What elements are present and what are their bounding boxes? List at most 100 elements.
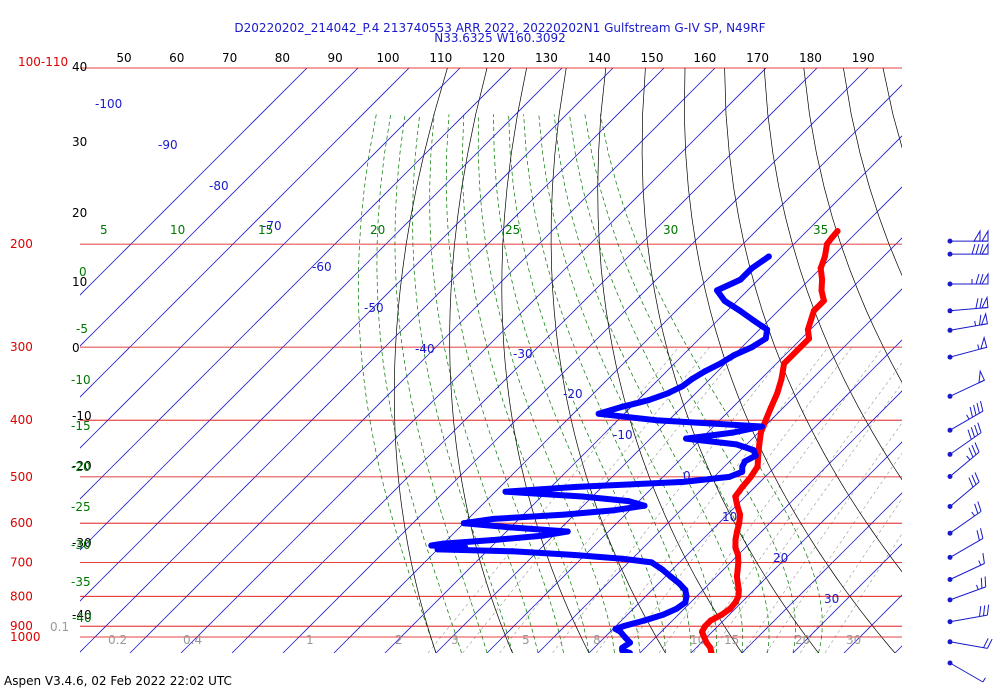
- left-axis-label: -20: [72, 459, 92, 473]
- moist-adiabat-label: -10: [71, 373, 91, 387]
- moist-adiabat-label: 35: [813, 223, 828, 237]
- isotherm-label: 30: [824, 592, 839, 606]
- isotherm-line: [180, 68, 767, 653]
- temperature-point: [734, 566, 741, 573]
- temperature-point: [806, 335, 813, 342]
- dewpoint-point: [765, 253, 772, 260]
- wind-barb-flag: [971, 474, 977, 485]
- moist-adiabat-label: 30: [663, 223, 678, 237]
- dewpoint-point: [641, 502, 648, 509]
- temperature-point: [734, 528, 740, 535]
- isotherm-label: -90: [158, 138, 178, 152]
- wind-barb-staff: [949, 410, 984, 431]
- temperature-point: [817, 265, 824, 272]
- moist-adiabat-label: -5: [76, 322, 88, 336]
- pressure-label: 700: [10, 555, 33, 569]
- wind-barb-half-flag: [966, 414, 970, 420]
- dewpoint-point: [622, 634, 629, 641]
- isotherm-line: [80, 68, 359, 347]
- isotherm-label: -70: [262, 219, 282, 233]
- dewpoint-point: [680, 478, 687, 485]
- isotherm-label: -10: [613, 428, 633, 442]
- moist-adiabat-label: -40: [72, 611, 92, 625]
- pressure-label: 900: [10, 619, 33, 633]
- moist-adiabat-line: [538, 114, 718, 653]
- mixing-ratio-label: 0.1: [50, 620, 69, 634]
- temperature-point: [824, 241, 830, 248]
- wind-barb-half-flag: [971, 511, 976, 517]
- temperature-point: [739, 483, 746, 490]
- dewpoint-point: [737, 307, 743, 314]
- fahrenheit-tick-label: 120: [482, 51, 505, 65]
- moist-adiabat-label: -20: [71, 460, 91, 474]
- dewpoint-point: [721, 297, 728, 304]
- isotherm-line: [333, 84, 902, 653]
- isotherm-line: [588, 339, 902, 653]
- wind-barb-half-flag: [982, 677, 986, 683]
- moist-adiabat-label: -25: [71, 500, 91, 514]
- wind-barb-staff: [949, 510, 982, 534]
- temperature-point: [707, 617, 714, 624]
- wind-barb-flag: [969, 406, 973, 418]
- dewpoint-point: [659, 566, 666, 573]
- wind-barb: [947, 660, 986, 683]
- temperature-point: [718, 611, 725, 618]
- fahrenheit-tick-label: 80: [275, 51, 290, 65]
- wind-barb-flag: [976, 402, 980, 414]
- temperature-point: [747, 473, 754, 480]
- dewpoint-point: [742, 458, 749, 465]
- wind-barb-pennant: [981, 242, 989, 255]
- temperature-point: [701, 634, 708, 641]
- temperature-point: [732, 536, 739, 543]
- pressure-label-text: 100-110: [18, 55, 68, 69]
- wind-barb-flag: [979, 606, 982, 617]
- dewpoint-point: [564, 528, 571, 535]
- fahrenheit-tick-label: 90: [328, 51, 343, 65]
- dry-adiabat-line: [843, 68, 902, 277]
- dewpoint-point: [730, 352, 737, 359]
- dewpoint-point: [625, 498, 632, 505]
- dewpoint-point: [440, 540, 447, 547]
- dewpoint-point: [752, 452, 759, 459]
- temperature-point: [774, 390, 781, 397]
- isotherm-label: -40: [415, 342, 435, 356]
- isotherm-line: [741, 492, 902, 653]
- dewpoint-point: [648, 559, 655, 566]
- wind-barb-half-flag: [974, 320, 977, 326]
- isotherm-line: [639, 390, 902, 653]
- moist-adiabat-line: [376, 114, 462, 653]
- isotherm-line: [537, 288, 902, 653]
- wind-barb-flag: [983, 605, 986, 616]
- dewpoint-point: [762, 335, 769, 342]
- dewpoint-point: [509, 548, 516, 555]
- isotherm-line: [282, 68, 869, 653]
- wind-barb-staff: [949, 614, 988, 623]
- moist-adiabat-label: 20: [370, 223, 385, 237]
- wind-barb: [947, 442, 980, 479]
- pressure-label: 1000: [10, 630, 41, 644]
- dewpoint-point: [737, 276, 744, 283]
- mixing-ratio-line: [499, 346, 743, 653]
- mixing-ratio-label: 0.2: [108, 633, 127, 647]
- dewpoint-point: [682, 586, 689, 593]
- left-axis-label: -10: [72, 409, 92, 423]
- dewpoint-point: [653, 417, 659, 424]
- wind-barb-flag: [979, 273, 984, 285]
- mixing-ratio-line: [765, 452, 902, 653]
- wind-barb-flag: [968, 477, 974, 488]
- mixing-ratio-label: 15: [724, 633, 739, 647]
- dry-adiabat-line: [803, 68, 902, 383]
- moist-adiabat-label: -30: [71, 538, 91, 552]
- mixing-ratio-label: 3: [451, 633, 459, 647]
- moist-adiabat-line: [445, 114, 564, 653]
- temperature-point: [735, 552, 741, 558]
- isotherm-label: 20: [773, 551, 788, 565]
- temperature-point: [732, 544, 739, 551]
- temperature-point: [819, 276, 826, 283]
- temperature-point: [778, 375, 785, 382]
- temperature-point: [834, 228, 841, 235]
- moist-adiabat-label: 25: [505, 223, 520, 237]
- wind-barb-flag: [986, 604, 990, 616]
- wind-barb-flag: [971, 243, 976, 255]
- temperature-point: [821, 253, 828, 260]
